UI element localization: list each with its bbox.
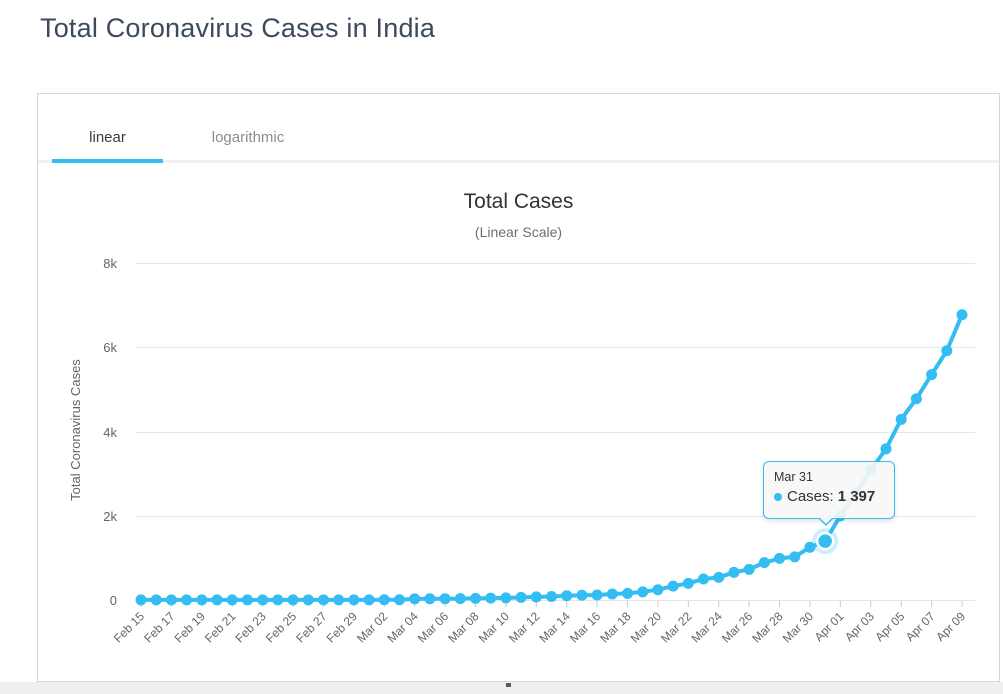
tooltip-value: 1 397 [837,488,876,505]
chart-title: Total Cases [463,190,574,213]
chart-tooltip: Mar 31 Cases: 1 397 [763,461,895,526]
scale-tabs: linear logarithmic [38,116,999,163]
tooltip-date: Mar 31 [774,470,813,484]
tab-linear[interactable]: linear [52,116,163,163]
chart-card: linear logarithmic Total Cases (Linear S… [37,93,1000,682]
tab-logarithmic[interactable]: logarithmic [211,129,285,146]
chart-subtitle: (Linear Scale) [474,224,563,240]
series-bullet-icon [774,492,782,501]
tooltip-series-label: Cases: [787,488,834,505]
cutoff-content-fragment [506,683,511,687]
tooltip-row: Cases: 1 397 [774,488,884,505]
page-title: Total Coronavirus Cases in India [40,13,436,43]
below-fold-strip [0,682,1003,694]
